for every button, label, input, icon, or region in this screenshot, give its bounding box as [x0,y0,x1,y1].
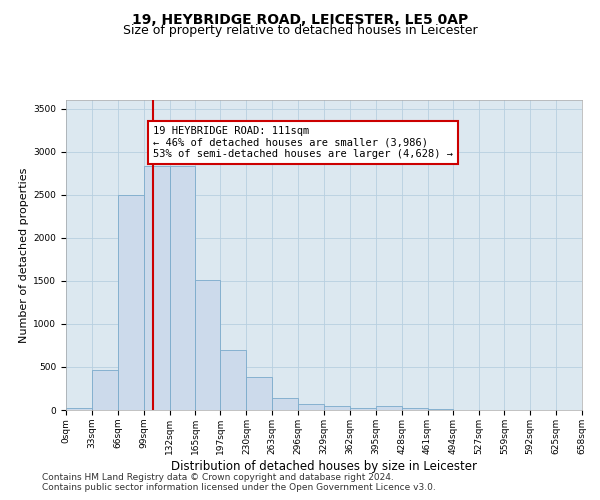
Text: Contains HM Land Registry data © Crown copyright and database right 2024.: Contains HM Land Registry data © Crown c… [42,472,394,482]
Bar [92,370,118,410]
Bar [118,194,143,410]
Bar [143,166,170,410]
Bar [247,378,272,410]
Bar [170,166,196,410]
Bar [401,408,428,410]
Bar [196,280,220,410]
Text: Contains public sector information licensed under the Open Government Licence v3: Contains public sector information licen… [42,482,436,492]
Y-axis label: Number of detached properties: Number of detached properties [19,168,29,342]
Bar [272,398,298,410]
Bar [350,408,376,410]
Bar [220,350,247,410]
Text: 19, HEYBRIDGE ROAD, LEICESTER, LE5 0AP: 19, HEYBRIDGE ROAD, LEICESTER, LE5 0AP [132,12,468,26]
Text: 19 HEYBRIDGE ROAD: 111sqm
← 46% of detached houses are smaller (3,986)
53% of se: 19 HEYBRIDGE ROAD: 111sqm ← 46% of detac… [153,126,453,159]
X-axis label: Distribution of detached houses by size in Leicester: Distribution of detached houses by size … [171,460,477,472]
Bar [324,406,350,410]
Bar [66,408,92,410]
Bar [428,409,454,410]
Bar [376,406,401,410]
Text: Size of property relative to detached houses in Leicester: Size of property relative to detached ho… [122,24,478,37]
Bar [298,404,324,410]
